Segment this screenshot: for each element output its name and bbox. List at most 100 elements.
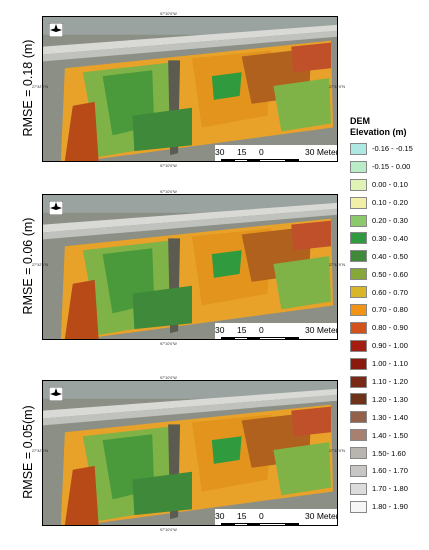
scale-bar: 30 15 0 30 Meters — [215, 145, 337, 161]
scale-track — [221, 523, 299, 525]
legend-subtitle: Elevation (m) — [350, 127, 407, 137]
legend-item: 0.20 - 0.30 — [350, 212, 428, 230]
legend-swatch — [350, 357, 367, 370]
scale-tick-label: 30 Meters — [305, 511, 337, 521]
legend-label: -0.16 - -0.15 — [372, 144, 413, 154]
legend-swatch — [350, 375, 367, 388]
legend-swatch — [350, 464, 367, 477]
legend-item: 1.00 - 1.10 — [350, 355, 428, 373]
legend-item: 0.00 - 0.10 — [350, 176, 428, 194]
coord-left-label: 27°42'0"N — [32, 85, 48, 89]
legend-label: 1.40 - 1.50 — [372, 430, 408, 440]
coord-top-label: 97°10'0"W — [160, 190, 177, 194]
legend-item: 1.70 - 1.80 — [350, 480, 428, 498]
legend-swatch — [350, 250, 367, 263]
scale-tick-label: 15 — [237, 147, 247, 157]
legend-list: -0.16 - -0.15 -0.15 - 0.00 0.00 - 0.10 0.10… — [350, 140, 428, 516]
legend-label: 0.10 - 0.20 — [372, 198, 408, 208]
legend-label: 0.00 - 0.10 — [372, 180, 408, 190]
coord-bottom-label: 97°10'0"W — [160, 528, 177, 532]
legend-item: 1.80 - 1.90 — [350, 498, 428, 516]
legend-label: -0.15 - 0.00 — [372, 162, 411, 172]
legend-swatch — [350, 339, 367, 352]
legend-swatch — [350, 393, 367, 406]
legend-item: 0.50 - 0.60 — [350, 265, 428, 283]
coord-right-label: 27°42'0"N — [329, 449, 345, 453]
legend-swatch — [350, 286, 367, 299]
legend-item: -0.16 - -0.15 — [350, 140, 428, 158]
legend-swatch — [350, 447, 367, 460]
legend-swatch — [350, 268, 367, 281]
legend-swatch — [350, 411, 367, 424]
legend-swatch — [350, 160, 367, 173]
coord-right-label: 27°42'0"N — [329, 85, 345, 89]
legend-label: 0.60 - 0.70 — [372, 287, 408, 297]
north-arrow-icon — [49, 201, 63, 215]
map-frame: 30 15 0 30 Meters — [42, 194, 338, 340]
legend-item: 0.90 - 1.00 — [350, 337, 428, 355]
scale-tick-label: 0 — [259, 325, 264, 335]
legend-swatch — [350, 482, 367, 495]
scale-track — [221, 159, 299, 161]
coord-left-label: 27°42'0"N — [32, 263, 48, 267]
legend-item: -0.15 - 0.00 — [350, 158, 428, 176]
legend-swatch — [350, 429, 367, 442]
legend-swatch — [350, 178, 367, 191]
scale-tick-label: 30 — [215, 325, 225, 335]
legend-item: 1.20 - 1.30 — [350, 390, 428, 408]
legend-swatch — [350, 303, 367, 316]
legend-item: 1.50- 1.60 — [350, 444, 428, 462]
legend-swatch — [350, 142, 367, 155]
legend-item: 1.10 - 1.20 — [350, 373, 428, 391]
north-arrow-icon — [49, 23, 63, 37]
coord-bottom-label: 97°10'0"W — [160, 164, 177, 168]
scale-tick-label: 0 — [259, 511, 264, 521]
legend-label: 0.50 - 0.60 — [372, 269, 408, 279]
coord-left-label: 27°42'0"N — [32, 449, 48, 453]
legend-label: 0.90 - 1.00 — [372, 341, 408, 351]
legend-item: 0.70 - 0.80 — [350, 301, 428, 319]
legend-label: 0.20 - 0.30 — [372, 216, 408, 225]
legend-label: 1.00 - 1.10 — [372, 359, 408, 369]
legend-label: 1.70 - 1.80 — [372, 484, 408, 494]
coord-bottom-label: 97°10'0"W — [160, 342, 177, 346]
map-frame: 30 15 0 30 Meters — [42, 380, 338, 526]
legend-label: 1.60 - 1.70 — [372, 466, 408, 476]
legend-swatch — [350, 500, 367, 513]
legend-swatch — [350, 321, 367, 334]
legend-title: DEM — [350, 116, 370, 126]
scale-tick-label: 0 — [259, 147, 264, 157]
legend-label: 0.80 - 0.90 — [372, 323, 408, 333]
legend-label: 1.80 - 1.90 — [372, 502, 408, 512]
legend-label: 1.20 - 1.30 — [372, 394, 408, 404]
north-arrow-icon — [49, 387, 63, 401]
dem-map-image — [43, 381, 337, 525]
scale-tick-label: 30 Meters — [305, 325, 337, 335]
legend-label: 0.70 - 0.80 — [372, 305, 408, 315]
scale-tick-label: 15 — [237, 325, 247, 335]
legend-label: 0.30 - 0.40 — [372, 233, 408, 243]
scale-tick-label: 15 — [237, 511, 247, 521]
coord-top-label: 97°10'0"W — [160, 12, 177, 16]
scale-bar: 30 15 0 30 Meters — [215, 509, 337, 525]
scale-tick-label: 30 — [215, 147, 225, 157]
legend: DEM Elevation (m) -0.16 - -0.15 -0.15 - 0… — [350, 116, 428, 516]
scale-tick-label: 30 — [215, 511, 225, 521]
legend-label: 1.30 - 1.40 — [372, 412, 408, 422]
dem-map-image — [43, 17, 337, 161]
scale-track — [221, 337, 299, 339]
legend-swatch — [350, 196, 367, 209]
legend-swatch — [350, 232, 367, 245]
coord-right-label: 27°42'0"N — [329, 263, 345, 267]
legend-label: 1.50- 1.60 — [372, 448, 406, 458]
legend-item: 0.10 - 0.20 — [350, 194, 428, 212]
map-frame: 30 15 0 30 Meters — [42, 16, 338, 162]
legend-item: 0.60 - 0.70 — [350, 283, 428, 301]
scale-tick-label: 30 Meters — [305, 147, 337, 157]
scale-bar: 30 15 0 30 Meters — [215, 323, 337, 339]
legend-label: 0.40 - 0.50 — [372, 251, 408, 261]
legend-item: 0.80 - 0.90 — [350, 319, 428, 337]
dem-map-image — [43, 195, 337, 339]
